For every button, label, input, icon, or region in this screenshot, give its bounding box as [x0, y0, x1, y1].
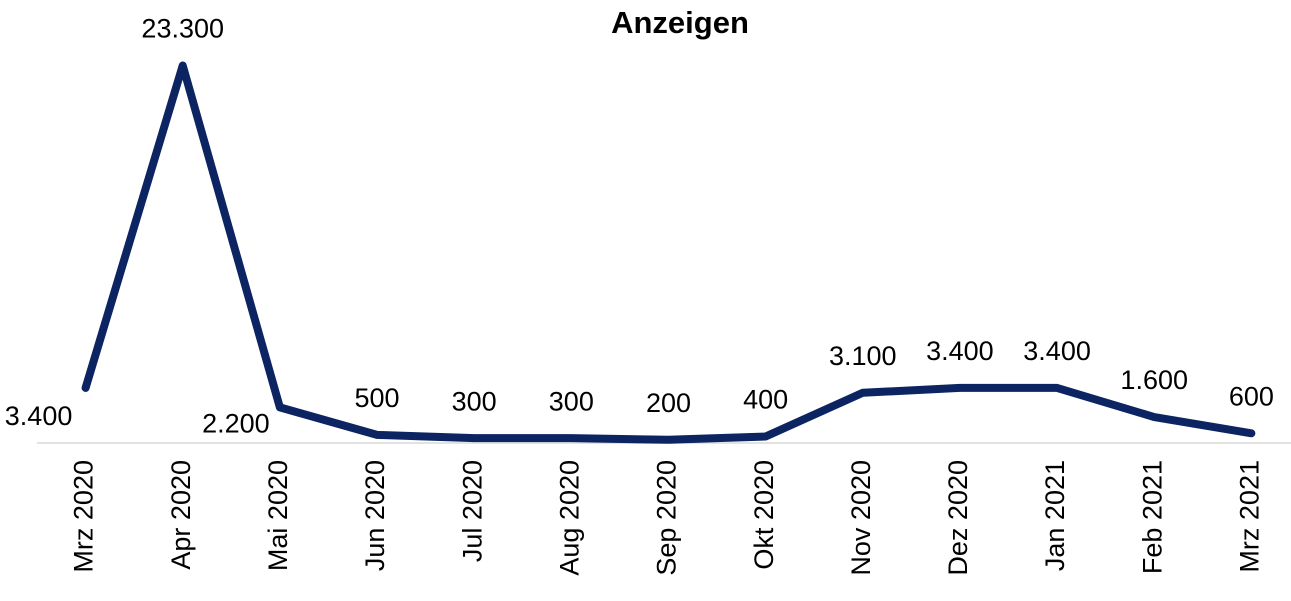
x-tick-label: Mai 2020 [263, 460, 293, 571]
data-label: 2.200 [202, 408, 270, 438]
data-label: 200 [646, 388, 691, 418]
data-label: 300 [549, 386, 594, 416]
x-tick-label: Nov 2020 [846, 460, 876, 576]
data-label: 23.300 [141, 14, 224, 44]
data-label: 400 [743, 385, 788, 415]
chart-title: Anzeigen [611, 5, 749, 40]
x-tick-label: Aug 2020 [554, 460, 584, 576]
x-tick-label: Dez 2020 [943, 460, 973, 576]
x-tick-label: Mrz 2020 [69, 460, 99, 573]
data-label: 1.600 [1120, 365, 1188, 395]
line [81, 61, 1256, 444]
data-label: 3.400 [926, 336, 994, 366]
data-label: 3.400 [5, 401, 73, 431]
x-tick-label: Sep 2020 [652, 460, 682, 576]
x-tick-label: Feb 2021 [1137, 460, 1167, 574]
data-label: 3.400 [1023, 336, 1091, 366]
x-tick-label: Apr 2020 [166, 460, 196, 570]
x-tick-label: Jun 2020 [360, 460, 390, 571]
x-tick-label: Jan 2021 [1040, 460, 1070, 571]
x-tick-label: Okt 2020 [749, 460, 779, 570]
data-label: 300 [452, 386, 497, 416]
data-label: 3.100 [829, 341, 897, 371]
data-label: 600 [1229, 381, 1274, 411]
data-label: 500 [354, 383, 399, 413]
x-tick-label: Mrz 2021 [1235, 460, 1265, 573]
x-tick-label: Jul 2020 [457, 460, 487, 562]
